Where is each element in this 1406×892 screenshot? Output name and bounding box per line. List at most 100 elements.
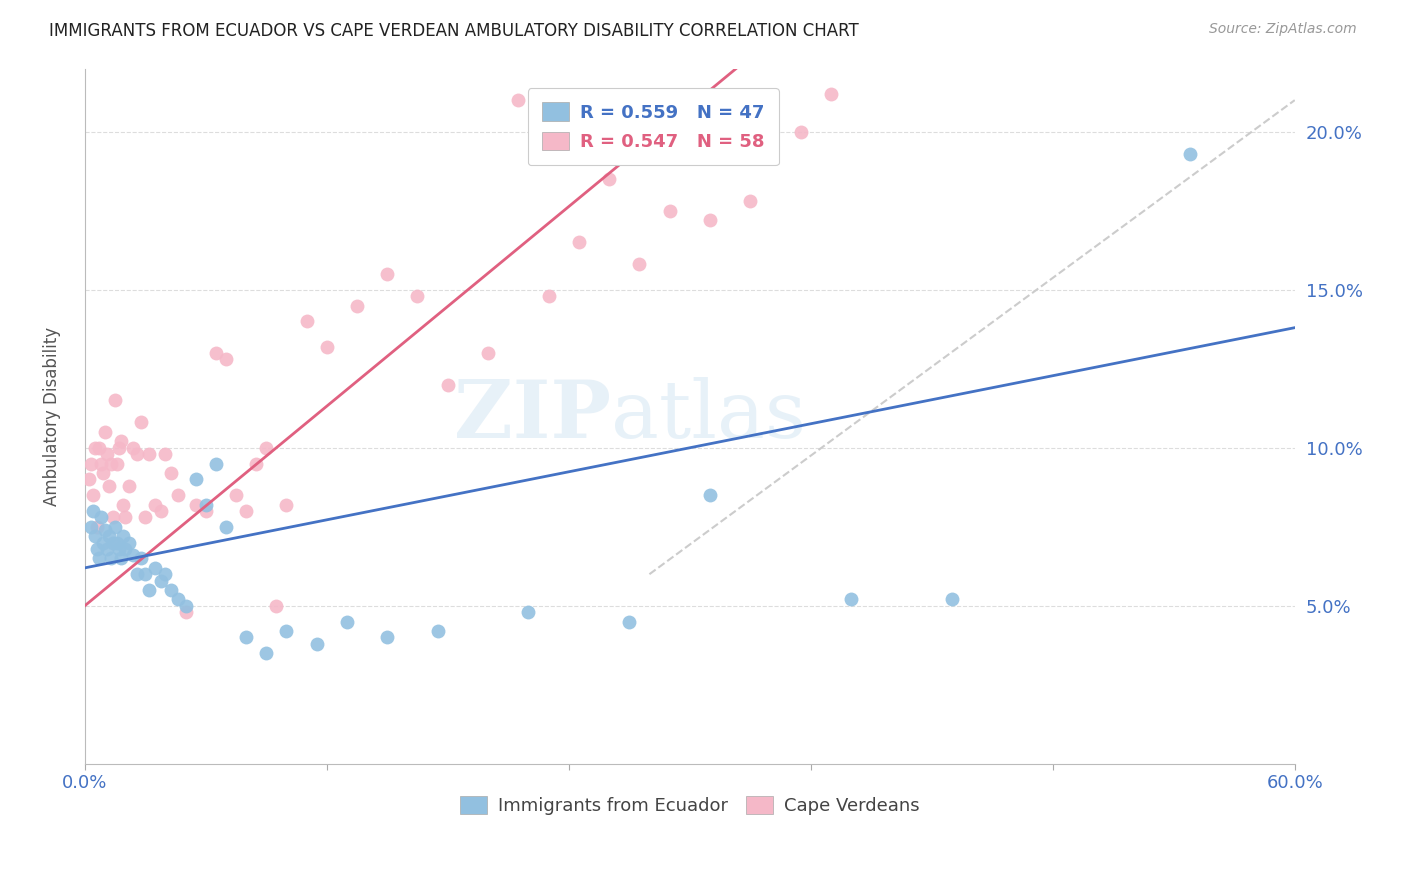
Point	[80, 520, 103, 534]
Point	[114, 510, 136, 524]
Point	[204, 346, 226, 360]
Point	[138, 447, 160, 461]
Point	[204, 457, 226, 471]
Point	[789, 125, 811, 139]
Point	[108, 541, 131, 556]
Point	[83, 441, 105, 455]
Point	[134, 567, 156, 582]
Point	[194, 504, 217, 518]
Point	[215, 352, 238, 367]
Point	[315, 340, 337, 354]
Point	[166, 488, 188, 502]
Point	[127, 447, 149, 461]
Point	[127, 567, 149, 582]
Point	[129, 416, 152, 430]
Point	[477, 346, 499, 360]
Point	[184, 498, 207, 512]
Point	[105, 457, 128, 471]
Point	[104, 393, 127, 408]
Point	[436, 377, 458, 392]
Point	[537, 289, 560, 303]
Point	[105, 535, 128, 549]
Point	[225, 488, 247, 502]
Point	[90, 457, 112, 471]
Point	[100, 551, 122, 566]
Point	[86, 520, 108, 534]
Point	[150, 504, 173, 518]
Point	[215, 520, 238, 534]
Point	[97, 479, 120, 493]
Point	[820, 87, 842, 101]
Point	[87, 441, 110, 455]
Point	[166, 592, 188, 607]
Point	[138, 582, 160, 597]
Point	[517, 605, 540, 619]
Point	[97, 529, 120, 543]
Point	[235, 631, 257, 645]
Point	[1178, 146, 1201, 161]
Point	[91, 535, 114, 549]
Point	[104, 520, 127, 534]
Point	[101, 535, 124, 549]
Point	[94, 425, 117, 439]
Point	[100, 457, 122, 471]
Point	[174, 605, 197, 619]
Point	[134, 510, 156, 524]
Point	[82, 488, 104, 502]
Point	[110, 551, 132, 566]
Point	[276, 624, 298, 638]
Point	[235, 504, 257, 518]
Point	[129, 551, 152, 566]
Point	[295, 314, 318, 328]
Point	[80, 457, 103, 471]
Point	[740, 194, 762, 209]
Point	[110, 434, 132, 449]
Point	[150, 574, 173, 588]
Text: Source: ZipAtlas.com: Source: ZipAtlas.com	[1209, 22, 1357, 37]
Point	[122, 548, 145, 562]
Point	[254, 441, 277, 455]
Text: ZIP: ZIP	[454, 377, 612, 455]
Point	[87, 551, 110, 566]
Point	[155, 447, 177, 461]
Point	[114, 541, 136, 556]
Point	[77, 472, 100, 486]
Point	[174, 599, 197, 613]
Point	[628, 257, 651, 271]
Point	[619, 615, 641, 629]
Point	[426, 624, 449, 638]
Point	[86, 541, 108, 556]
Point	[305, 637, 328, 651]
Point	[160, 466, 183, 480]
Point	[568, 235, 591, 250]
Point	[184, 472, 207, 486]
Point	[941, 592, 963, 607]
Point	[160, 582, 183, 597]
Point	[112, 498, 135, 512]
Point	[101, 510, 124, 524]
Point	[194, 498, 217, 512]
Point	[839, 592, 862, 607]
Point	[118, 479, 141, 493]
Point	[336, 615, 359, 629]
Point	[108, 441, 131, 455]
Point	[266, 599, 288, 613]
Point	[96, 541, 118, 556]
Point	[245, 457, 267, 471]
Point	[699, 488, 721, 502]
Point	[90, 510, 112, 524]
Point	[375, 631, 398, 645]
Point	[83, 529, 105, 543]
Point	[122, 441, 145, 455]
Point	[346, 299, 368, 313]
Point	[96, 447, 118, 461]
Point	[118, 535, 141, 549]
Point	[155, 567, 177, 582]
Point	[276, 498, 298, 512]
Point	[375, 267, 398, 281]
Legend: Immigrants from Ecuador, Cape Verdeans: Immigrants from Ecuador, Cape Verdeans	[451, 787, 928, 824]
Point	[91, 466, 114, 480]
Point	[699, 213, 721, 227]
Point	[598, 172, 620, 186]
Point	[143, 498, 166, 512]
